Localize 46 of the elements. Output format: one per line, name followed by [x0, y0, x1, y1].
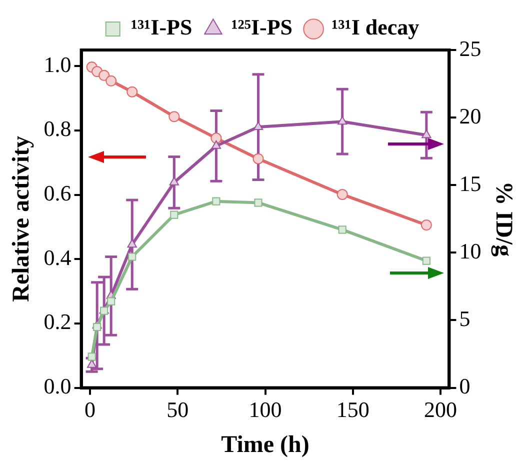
y-axis-title: Relative activity — [8, 136, 35, 302]
x-tick-label: 100 — [248, 396, 282, 422]
y-tick-label: 0.0 — [44, 374, 72, 399]
point — [253, 122, 264, 130]
y2-axis-title: % ID/g — [490, 181, 516, 257]
point — [338, 226, 346, 234]
point — [93, 322, 102, 332]
point — [107, 297, 116, 306]
point — [106, 75, 117, 86]
point — [422, 130, 432, 138]
y-tick-label: 0.6 — [44, 180, 72, 206]
point — [127, 239, 137, 248]
y2-tick-label: 25 — [459, 36, 482, 61]
y2-tick-label: 0 — [459, 374, 470, 399]
point — [170, 210, 178, 219]
point — [422, 256, 430, 265]
point — [128, 252, 136, 261]
y2-tick-label: 20 — [459, 103, 482, 128]
point — [88, 352, 96, 361]
legend-label: ¹²⁵I-PS — [231, 14, 293, 40]
y-tick-label: 1.0 — [44, 52, 72, 77]
point — [420, 220, 432, 231]
x-tick-label: 200 — [424, 396, 457, 422]
point — [252, 153, 264, 164]
point — [210, 132, 222, 144]
legend-label: ¹³¹I-PS — [130, 14, 192, 40]
x-tick-label: 0 — [84, 396, 96, 422]
x-tick-label: 50 — [166, 396, 189, 422]
point — [169, 176, 179, 186]
x-tick-label: 150 — [336, 396, 370, 422]
point — [338, 116, 348, 125]
y-tick-label: 0.8 — [44, 116, 72, 142]
y2-tick-label: 5 — [459, 306, 470, 332]
point — [212, 197, 220, 206]
point — [254, 198, 262, 207]
point — [126, 86, 138, 98]
point — [98, 70, 110, 81]
y-tick-label: 0.4 — [44, 244, 72, 270]
point — [168, 111, 180, 122]
y2-tick-label: 15 — [459, 170, 482, 196]
y2-tick-label: 10 — [459, 238, 482, 264]
y-tick-label: 0.2 — [44, 309, 72, 334]
x-axis-title: Time (h) — [221, 432, 310, 458]
legend-label: ¹³¹I decay — [332, 14, 420, 40]
point — [336, 188, 348, 200]
point — [211, 140, 222, 149]
